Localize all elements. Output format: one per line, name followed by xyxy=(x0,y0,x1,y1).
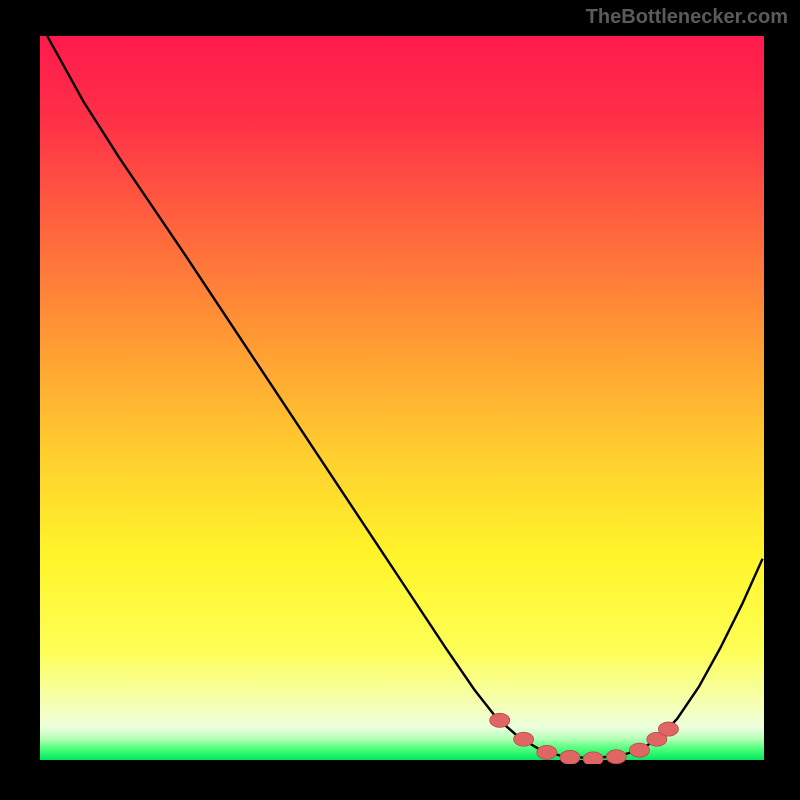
marker-point xyxy=(658,722,678,736)
marker-point xyxy=(583,752,603,764)
marker-point xyxy=(490,713,510,727)
marker-group xyxy=(490,713,679,764)
watermark-text: TheBottlenecker.com xyxy=(586,6,788,29)
marker-point xyxy=(537,745,557,759)
marker-point xyxy=(560,750,580,764)
marker-point xyxy=(629,743,649,757)
chart-svg xyxy=(40,36,764,764)
bottleneck-curve xyxy=(47,36,762,758)
marker-point xyxy=(514,732,534,746)
marker-point xyxy=(606,750,626,764)
plot-area xyxy=(40,36,764,764)
